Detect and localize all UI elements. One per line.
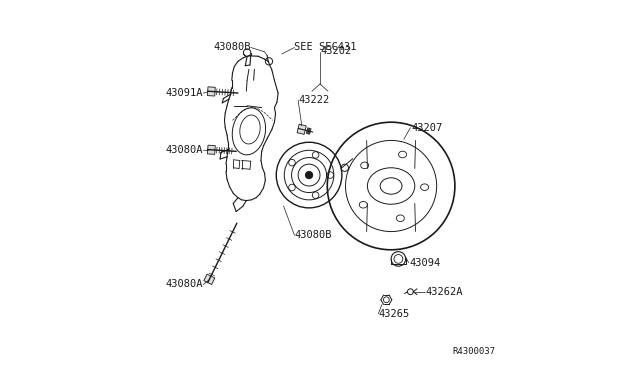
Polygon shape: [297, 124, 307, 134]
Text: R4300037: R4300037: [452, 347, 495, 356]
Text: 43080A: 43080A: [165, 145, 203, 154]
Polygon shape: [204, 274, 215, 285]
Text: 43202: 43202: [320, 46, 351, 56]
Text: 43222: 43222: [298, 95, 330, 105]
Circle shape: [305, 171, 313, 179]
Text: 43265: 43265: [378, 309, 410, 318]
Text: 43207: 43207: [411, 123, 442, 133]
Text: 43080A: 43080A: [165, 279, 203, 289]
Text: 43080B: 43080B: [294, 230, 332, 240]
Polygon shape: [207, 87, 215, 96]
Text: 43262A: 43262A: [426, 287, 463, 297]
Text: 43080B: 43080B: [213, 42, 251, 52]
Text: 43091A: 43091A: [165, 88, 203, 98]
Text: SEE SEC431: SEE SEC431: [294, 42, 357, 52]
Text: 43094: 43094: [410, 257, 440, 267]
Polygon shape: [207, 145, 215, 154]
